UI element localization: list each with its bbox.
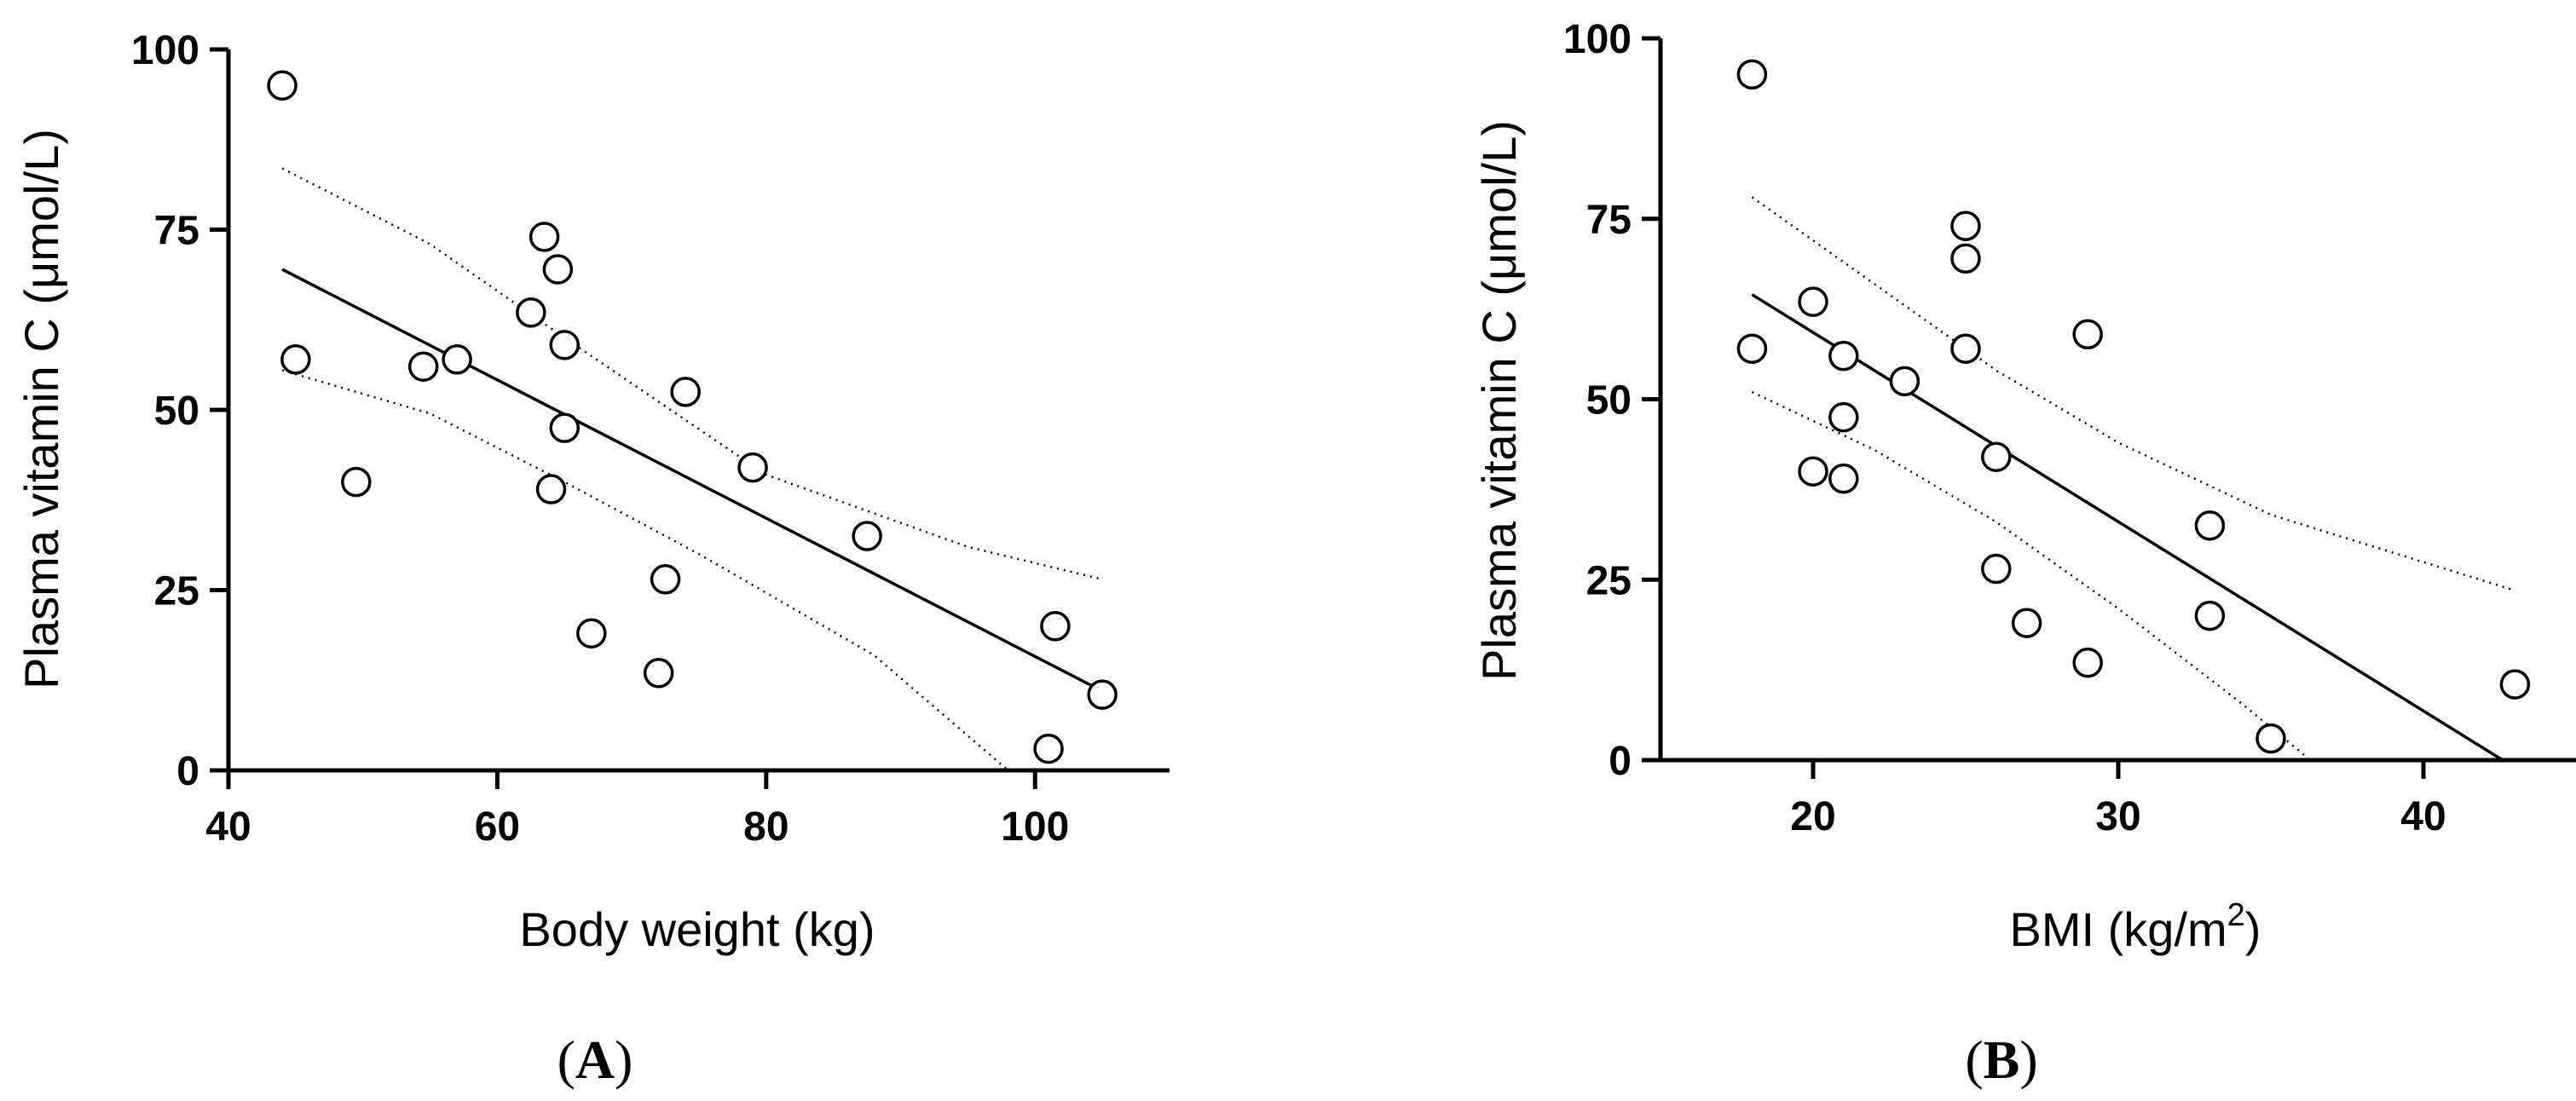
panel-a-y-tick-label: 50 (154, 389, 199, 434)
panel-b-y-tick-label: 25 (1586, 558, 1632, 603)
panel-a-data-point (1040, 611, 1071, 642)
panel-a-data-point (341, 466, 372, 498)
panel-b-data-point (2194, 510, 2226, 541)
panel-a-data-point (535, 474, 567, 504)
panel-a-data-point (670, 377, 701, 407)
panel-b-data-point (2072, 319, 2103, 350)
panel-b-data-point (1981, 553, 2012, 585)
panel-a-y-tick-label: 75 (154, 209, 199, 254)
panel-b-data-point (1981, 441, 2012, 473)
panel-a-data-point (852, 521, 882, 551)
panel-b-data-point (1736, 59, 1768, 90)
panel-a-data-point (280, 344, 311, 375)
panel-a-data-point (737, 452, 768, 483)
panel-b-data-point (2499, 669, 2531, 700)
panel-b-data-point (1950, 333, 1981, 364)
panel-b-data-point (1736, 333, 1768, 364)
panel-b-data-point (1828, 463, 1859, 494)
panel-b-x-axis-title: BMI (kg/m2) (2010, 897, 2261, 956)
panel-b-data-point (1798, 456, 1828, 487)
panel-a-x-tick-label: 80 (743, 804, 788, 850)
panel-a-y-tick-label: 100 (131, 28, 199, 73)
panel-b-data-point (1798, 286, 1828, 317)
panel-b-data-point (1950, 210, 1981, 241)
panel-b-data-point (2011, 608, 2042, 638)
panel-a-data-point (549, 412, 580, 443)
panel-b-data-point (1828, 401, 1859, 433)
panel-b-data-point (2072, 647, 2103, 678)
panel-b-x-tick-label: 30 (2095, 794, 2140, 839)
panel-b-data-point (2194, 600, 2226, 631)
panel-a-data-point (1033, 733, 1064, 764)
panel-b-regression-line (1751, 293, 2504, 762)
panel-a-data-point (643, 658, 674, 689)
panel-a-x-tick-label: 100 (1001, 804, 1069, 850)
panel-b-y-tick-label: 0 (1609, 739, 1632, 784)
panel-a-data-point (516, 297, 546, 328)
panel-a-data-point (542, 254, 574, 285)
panel-a-ci-upper (281, 167, 1103, 581)
panel-a-label: (A) (557, 1029, 633, 1090)
panel-a-data-point (407, 351, 439, 382)
panel-a-y-tick-label: 0 (176, 749, 199, 794)
panel-a-data-point (650, 564, 681, 595)
panel-a-data-point (267, 70, 297, 101)
panel-b-x-tick-label: 40 (2400, 794, 2446, 839)
panel-a-data-point (528, 222, 560, 252)
panel-b-y-tick-label: 75 (1586, 198, 1632, 243)
panel-a-y-axis-title: Plasma vitamin C (μmol/L) (14, 129, 68, 689)
panel-b-data-point (1889, 366, 1920, 397)
panel-a-data-point (576, 618, 607, 649)
panel-a-regression-line (281, 268, 1103, 693)
panel-b-y-tick-label: 100 (1563, 17, 1632, 62)
panel-a-x-axis-title: Body weight (kg) (519, 902, 875, 956)
panel-a: 0 25 50 75 100 40 60 80 100 Plasma vitamin C (μm… (14, 28, 1170, 1090)
panel-b-y-axis-title: Plasma vitamin C (μmol/L) (1472, 120, 1526, 681)
panel-b-x-tick-label: 20 (1790, 794, 1835, 839)
panel-b: 0 25 50 75 100 20 30 40 Plasma vitamin C (μmol/… (1472, 17, 2576, 1090)
panel-a-x-tick-label: 60 (475, 804, 520, 850)
panel-a-data-point (442, 344, 472, 375)
panel-b-label: (B) (1965, 1029, 2037, 1090)
panel-b-data-point (1828, 340, 1859, 372)
panel-b-ci-lower (1751, 390, 2312, 761)
panel-a-data-point (549, 330, 580, 360)
panel-a-data-point (1087, 679, 1118, 710)
panel-a-ci-lower (281, 369, 1009, 771)
panel-a-marks: 0 25 50 75 100 40 60 80 100 (131, 28, 1170, 850)
panel-a-x-tick-label: 40 (205, 804, 251, 850)
panel-b-marks: 0 25 50 75 100 20 30 40 (1563, 17, 2576, 839)
panel-b-data-point (1950, 243, 1981, 274)
panel-b-y-tick-label: 50 (1586, 378, 1632, 424)
panel-a-y-tick-label: 25 (154, 569, 199, 614)
panel-b-data-point (2255, 723, 2286, 754)
